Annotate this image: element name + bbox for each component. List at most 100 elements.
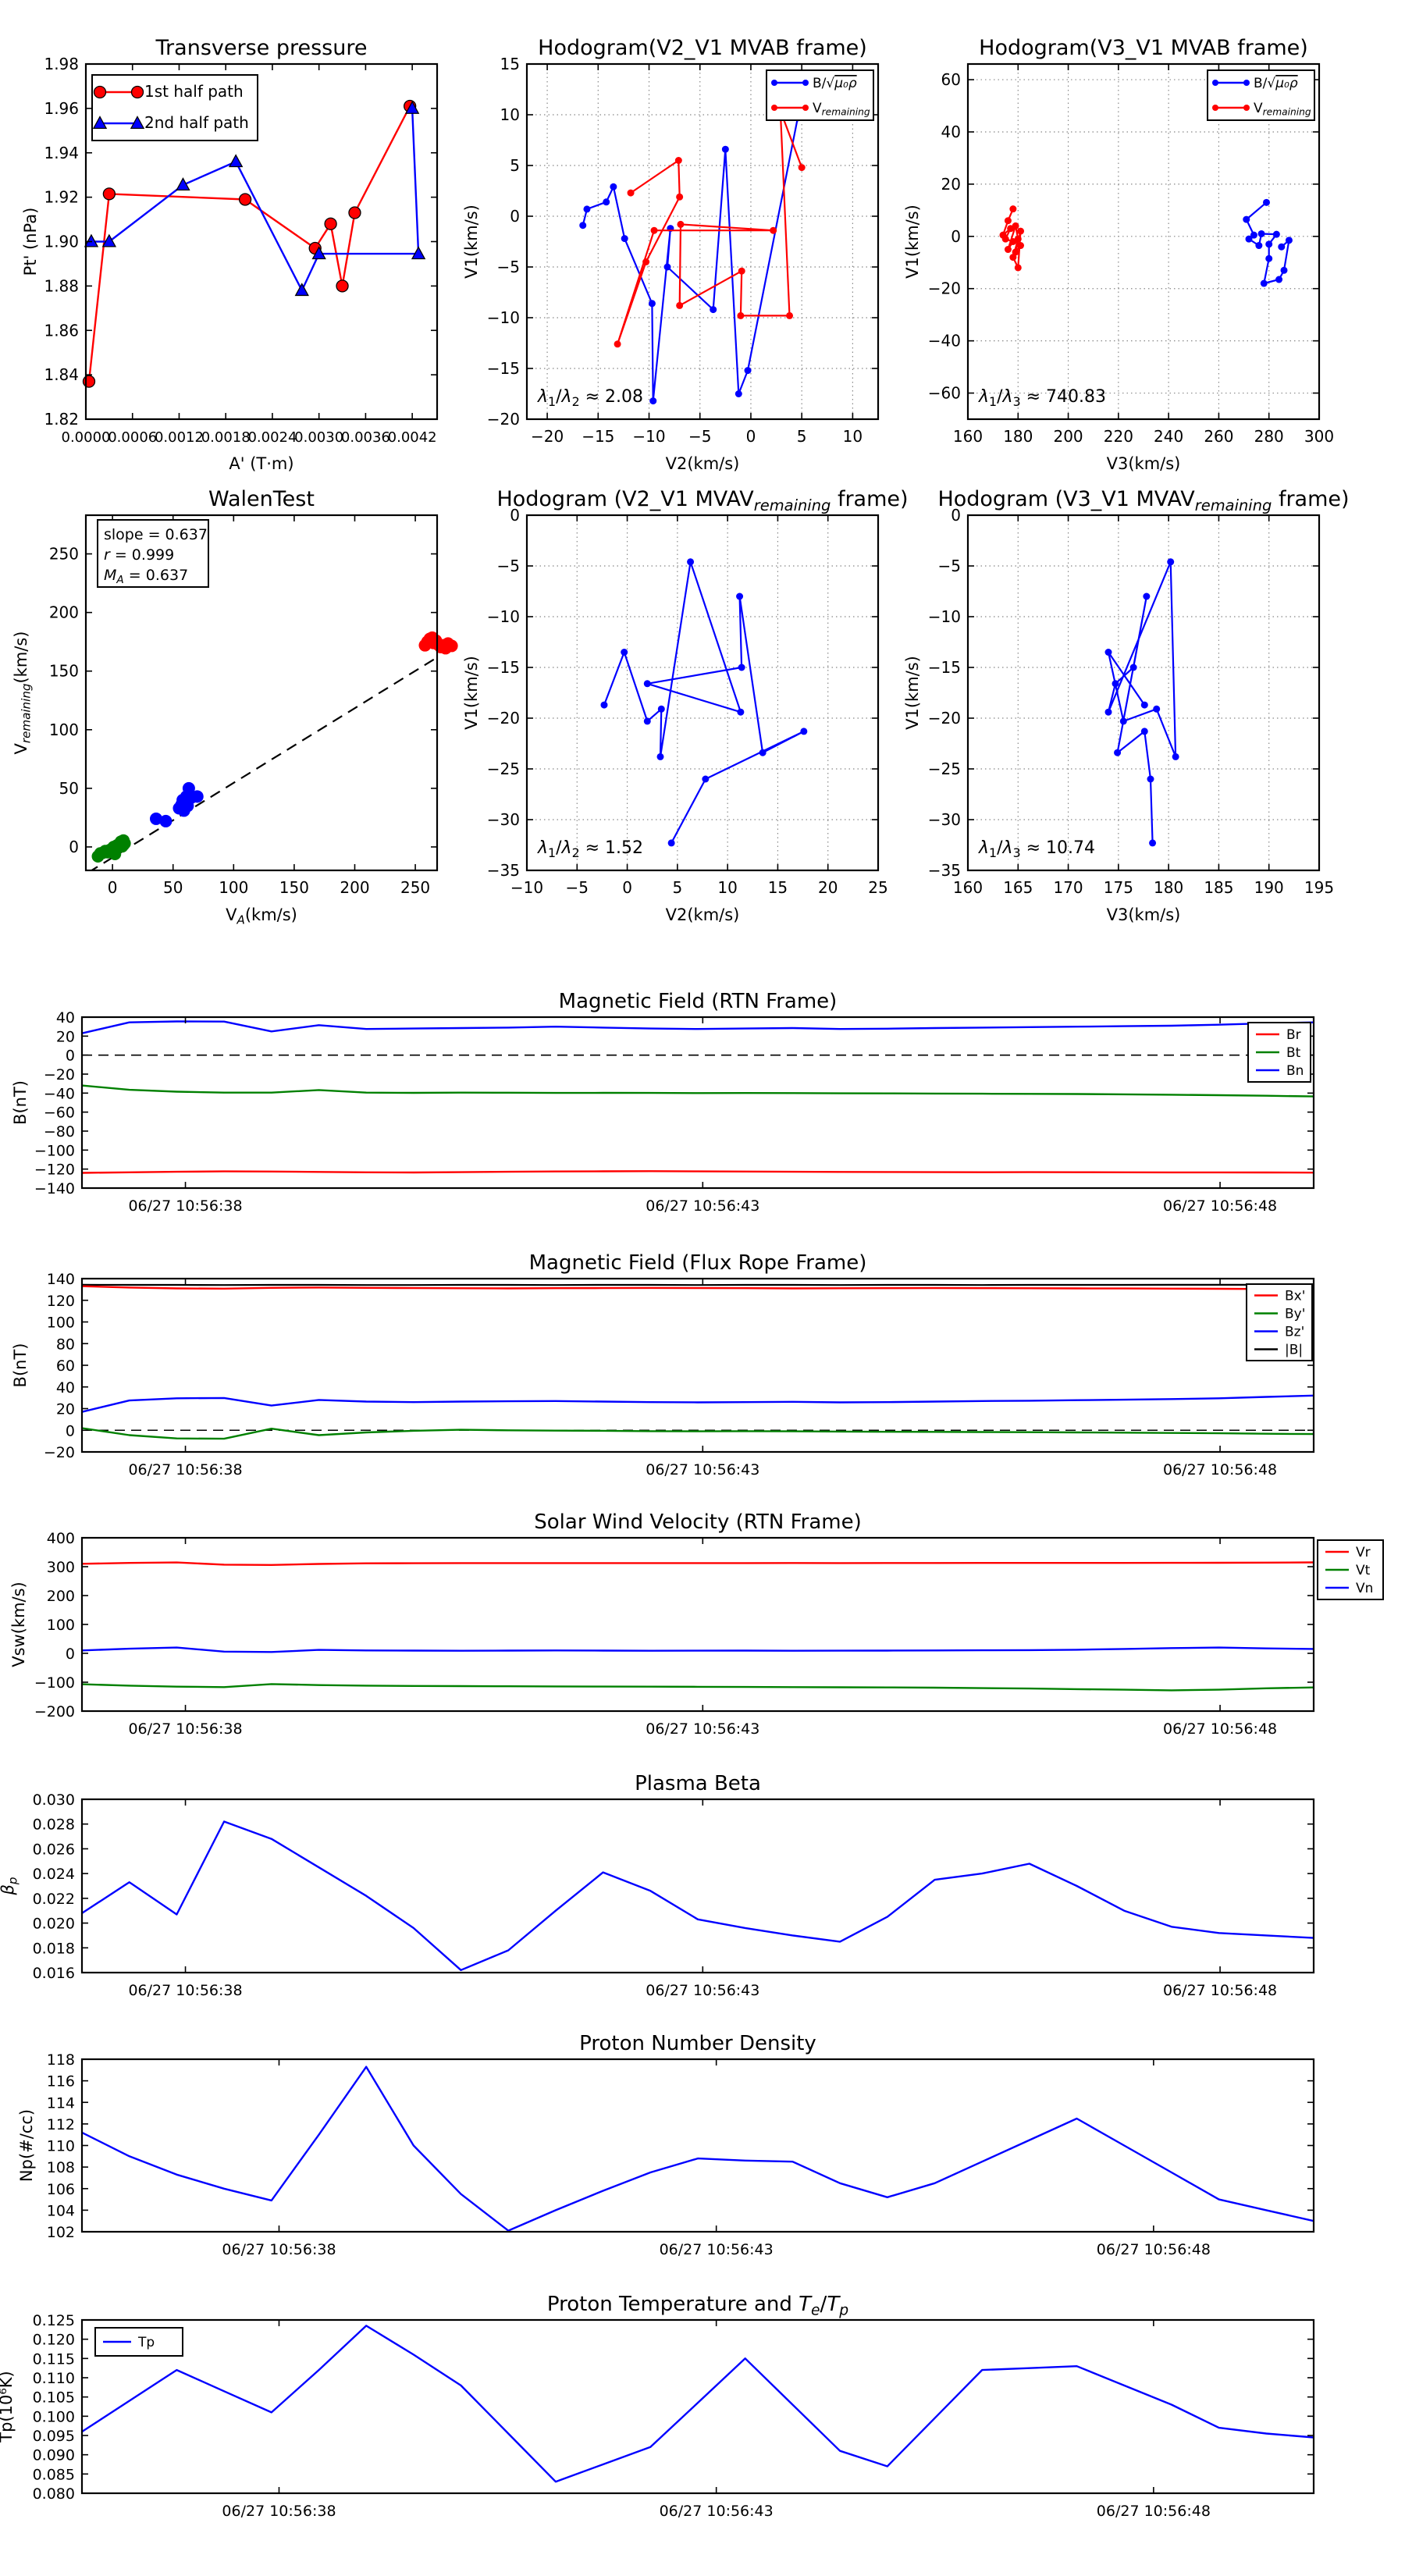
svg-text:0.0012: 0.0012 bbox=[155, 429, 204, 446]
svg-text:−5: −5 bbox=[938, 557, 961, 575]
svg-text:−100: −100 bbox=[34, 1674, 75, 1692]
svg-text:Hodogram(V3_V1 MVAB frame): Hodogram(V3_V1 MVAB frame) bbox=[979, 36, 1308, 60]
svg-text:200: 200 bbox=[1053, 427, 1083, 446]
svg-text:200: 200 bbox=[49, 603, 79, 622]
svg-text:5: 5 bbox=[797, 427, 807, 446]
svg-text:06/27 10:56:43: 06/27 10:56:43 bbox=[646, 1461, 759, 1478]
svg-text:1.86: 1.86 bbox=[44, 321, 79, 340]
svg-text:−20: −20 bbox=[487, 709, 520, 728]
svg-text:−40: −40 bbox=[44, 1085, 75, 1102]
svg-text:1.84: 1.84 bbox=[44, 365, 79, 384]
plot-plasma-beta: 06/27 10:56:38 06/27 10:56:43 06/27 10:56:… bbox=[0, 1772, 1315, 1999]
svg-text:βp: βp bbox=[0, 1877, 20, 1896]
svg-text:1.94: 1.94 bbox=[44, 144, 79, 162]
svg-text:0: 0 bbox=[66, 1048, 75, 1065]
svg-text:−120: −120 bbox=[34, 1162, 75, 1179]
svg-text:06/27 10:56:48: 06/27 10:56:48 bbox=[1163, 1720, 1277, 1738]
svg-text:06/27 10:56:38: 06/27 10:56:38 bbox=[128, 1461, 242, 1478]
svg-text:140: 140 bbox=[47, 1271, 75, 1288]
svg-text:0.024: 0.024 bbox=[33, 1866, 75, 1883]
svg-text:150: 150 bbox=[279, 878, 309, 897]
svg-text:240: 240 bbox=[1154, 427, 1183, 446]
svg-text:−15: −15 bbox=[928, 658, 961, 677]
svg-text:108: 108 bbox=[47, 2159, 75, 2176]
svg-text:Vn: Vn bbox=[1356, 1581, 1373, 1596]
svg-text:−10: −10 bbox=[487, 308, 520, 327]
svg-text:06/27 10:56:43: 06/27 10:56:43 bbox=[646, 1197, 759, 1215]
svg-text:106: 106 bbox=[47, 2181, 75, 2198]
svg-text:0: 0 bbox=[622, 878, 632, 897]
svg-text:100: 100 bbox=[47, 1617, 75, 1634]
svg-text:1.92: 1.92 bbox=[44, 188, 79, 207]
svg-text:0: 0 bbox=[108, 878, 118, 897]
svg-text:20: 20 bbox=[56, 1028, 75, 1045]
plot-solar-wind-velocity: 06/27 10:56:38 06/27 10:56:43 06/27 10:56:… bbox=[9, 1510, 1384, 1738]
svg-text:Vsw(km/s): Vsw(km/s) bbox=[9, 1582, 28, 1667]
svg-text:190: 190 bbox=[1254, 878, 1284, 897]
svg-text:20: 20 bbox=[818, 878, 838, 897]
svg-text:−35: −35 bbox=[487, 861, 520, 880]
svg-text:−25: −25 bbox=[487, 760, 520, 778]
svg-text:185: 185 bbox=[1204, 878, 1233, 897]
svg-text:1st half path: 1st half path bbox=[144, 82, 244, 101]
svg-text:1.98: 1.98 bbox=[44, 55, 79, 73]
svg-text:Br: Br bbox=[1286, 1027, 1301, 1043]
svg-text:0.0036: 0.0036 bbox=[341, 429, 390, 446]
svg-text:112: 112 bbox=[47, 2116, 75, 2133]
plot-magnetic-field-rtn: 06/27 10:56:38 06/27 10:56:43 06/27 10:56:… bbox=[11, 990, 1315, 1215]
svg-text:0: 0 bbox=[66, 1646, 75, 1663]
svg-text:−5: −5 bbox=[497, 258, 520, 276]
svg-text:0.0018: 0.0018 bbox=[201, 429, 251, 446]
svg-text:Hodogram (V2_V1 MVAVremaining: Hodogram (V2_V1 MVAVremaining frame) bbox=[496, 487, 908, 514]
svg-text:Vremaining: Vremaining bbox=[1254, 101, 1311, 118]
svg-text:Plasma Beta: Plasma Beta bbox=[635, 1772, 761, 1795]
svg-text:WalenTest: WalenTest bbox=[208, 487, 315, 511]
svg-text:260: 260 bbox=[1204, 427, 1233, 446]
svg-text:Vt: Vt bbox=[1356, 1563, 1371, 1578]
svg-text:102: 102 bbox=[47, 2224, 75, 2241]
svg-text:10: 10 bbox=[843, 427, 863, 446]
svg-text:116: 116 bbox=[47, 2073, 75, 2090]
svg-text:40: 40 bbox=[56, 1379, 75, 1397]
svg-text:400: 400 bbox=[47, 1530, 75, 1547]
svg-text:−10: −10 bbox=[487, 607, 520, 626]
svg-text:120: 120 bbox=[47, 1293, 75, 1310]
svg-text:0.100: 0.100 bbox=[33, 2408, 75, 2425]
svg-text:−5: −5 bbox=[566, 878, 589, 897]
svg-text:By': By' bbox=[1285, 1307, 1305, 1322]
svg-text:λ1/λ2 ≈ 1.52: λ1/λ2 ≈ 1.52 bbox=[537, 838, 643, 860]
svg-text:1.82: 1.82 bbox=[44, 410, 79, 429]
svg-text:V3(km/s): V3(km/s) bbox=[1107, 906, 1181, 924]
svg-text:−10: −10 bbox=[928, 607, 961, 626]
svg-text:220: 220 bbox=[1104, 427, 1133, 446]
svg-text:0.022: 0.022 bbox=[33, 1891, 75, 1908]
svg-text:−40: −40 bbox=[928, 332, 961, 350]
plot-transverse-pressure: 0.00000.00060.00120.00180.00240.00300.00… bbox=[21, 36, 439, 473]
svg-text:−35: −35 bbox=[928, 861, 961, 880]
svg-text:−140: −140 bbox=[34, 1180, 75, 1197]
svg-text:06/27 10:56:48: 06/27 10:56:48 bbox=[1097, 2503, 1211, 2520]
svg-text:−20: −20 bbox=[487, 410, 520, 429]
svg-text:200: 200 bbox=[340, 878, 369, 897]
svg-text:MA = 0.637: MA = 0.637 bbox=[104, 567, 188, 586]
svg-text:0.0000: 0.0000 bbox=[62, 429, 111, 446]
svg-text:06/27 10:56:38: 06/27 10:56:38 bbox=[128, 1197, 242, 1215]
svg-text:1.90: 1.90 bbox=[44, 233, 79, 251]
svg-text:0.0006: 0.0006 bbox=[108, 429, 157, 446]
plot-hodogram-v3v1-mvav: 160 165 170 175 180 185 190 195 −35 −30 −25 −20 −15 −… bbox=[903, 487, 1350, 924]
plot-proton-temperature: 06/27 10:56:38 06/27 10:56:43 06/27 10:56:… bbox=[0, 2293, 1315, 2520]
svg-text:0.120: 0.120 bbox=[33, 2332, 75, 2349]
svg-text:−5: −5 bbox=[497, 557, 520, 575]
svg-text:|B|: |B| bbox=[1285, 1343, 1303, 1358]
svg-text:0.080: 0.080 bbox=[33, 2485, 75, 2503]
svg-text:−80: −80 bbox=[44, 1123, 75, 1140]
svg-text:06/27 10:56:38: 06/27 10:56:38 bbox=[128, 1720, 242, 1738]
svg-text:−10: −10 bbox=[632, 427, 665, 446]
svg-text:180: 180 bbox=[1003, 427, 1033, 446]
svg-text:100: 100 bbox=[49, 720, 79, 739]
svg-text:0.105: 0.105 bbox=[33, 2389, 75, 2407]
svg-text:Magnetic Field (Flux Rope Fram: Magnetic Field (Flux Rope Frame) bbox=[529, 1251, 867, 1275]
svg-text:250: 250 bbox=[49, 545, 79, 564]
plot-hodogram-v2v1-mvab: −20 −15 −10 −5 0 5 10 −20 −15 −10 −5 0 5 10 15 Hodogram… bbox=[462, 36, 880, 473]
svg-text:0.125: 0.125 bbox=[33, 2312, 75, 2329]
